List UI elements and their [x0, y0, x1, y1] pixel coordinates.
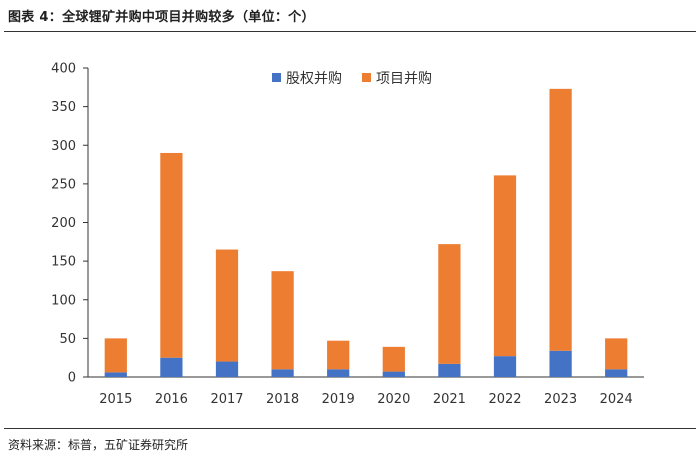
project-bar-2022	[493, 175, 517, 357]
x-tick-label: 2024	[600, 392, 633, 407]
x-tick-label: 2022	[488, 392, 521, 407]
y-tick-label: 350	[51, 100, 76, 115]
x-tick-label: 2020	[377, 392, 410, 407]
equity-bar-2015	[104, 372, 127, 377]
project-bar-2020	[382, 346, 405, 372]
equity-bar-2023	[549, 350, 572, 377]
y-tick-label: 200	[51, 216, 76, 231]
y-tick-label: 300	[51, 139, 76, 154]
equity-bar-2024	[605, 369, 628, 377]
y-tick-label: 50	[59, 332, 76, 347]
equity-bar-2021	[438, 363, 461, 377]
equity-bar-2022	[493, 356, 517, 377]
figure-title: 图表 4：全球锂矿并购中项目并购较多（单位：个）	[8, 10, 315, 25]
legend-swatch-equity	[272, 73, 281, 82]
bars	[104, 88, 628, 377]
x-tick-label: 2023	[544, 392, 577, 407]
x-axis: 2015 2016 2017 2018 2019 2020 2021 2022 2023 2024	[88, 376, 644, 407]
project-bar-2019	[327, 340, 350, 370]
legend-label-project: 项目并购	[376, 71, 432, 87]
project-bar-2021	[438, 244, 461, 364]
equity-bar-2018	[271, 369, 294, 377]
y-tick-label: 400	[51, 62, 76, 77]
project-bar-2018	[271, 271, 294, 370]
legend-swatch-project	[362, 73, 371, 82]
x-tick-label: 2018	[266, 392, 299, 407]
project-bar-2017	[215, 249, 239, 362]
y-tick-label: 0	[68, 371, 76, 386]
top-rule	[4, 31, 696, 32]
equity-bar-2016	[160, 357, 183, 377]
x-tick-label: 2021	[433, 392, 466, 407]
equity-bar-2017	[215, 361, 239, 377]
x-tick-label: 2017	[210, 392, 243, 407]
legend-label-equity: 股权并购	[286, 71, 342, 87]
source-note: 资料来源：标普，五矿证券研究所	[8, 438, 189, 452]
y-tick-label: 100	[51, 293, 76, 308]
legend: 股权并购 项目并购	[272, 71, 432, 87]
project-bar-2015	[104, 338, 127, 373]
bottom-rule	[4, 428, 696, 429]
x-tick-label: 2016	[155, 392, 188, 407]
x-tick-label: 2015	[99, 392, 132, 407]
y-tick-label: 150	[51, 255, 76, 270]
project-bar-2024	[605, 338, 628, 370]
project-bar-2016	[160, 152, 183, 358]
equity-bar-2019	[327, 369, 350, 377]
y-tick-label: 250	[51, 177, 76, 192]
equity-bar-2020	[382, 371, 405, 377]
project-bar-2023	[549, 88, 572, 351]
y-axis: 0 50 100 150 200 250 300 350 400	[51, 62, 89, 386]
x-tick-label: 2019	[322, 392, 355, 407]
